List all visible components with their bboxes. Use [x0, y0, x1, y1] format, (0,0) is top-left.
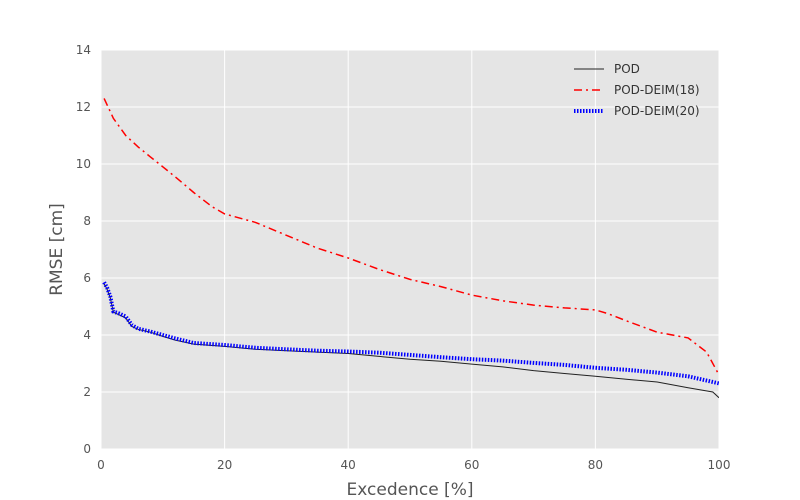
series-line-pod-deim-20 [102, 281, 719, 386]
x-tick-label: 60 [464, 458, 479, 472]
x-tick-label: 80 [588, 458, 603, 472]
y-tick-label: 8 [83, 214, 91, 228]
x-tick-label: 0 [97, 458, 105, 472]
legend-label: POD-DEIM(20) [614, 104, 700, 118]
y-tick-label: 12 [76, 100, 91, 114]
series-line-pod-deim-18 [103, 98, 719, 376]
y-tick-label: 6 [83, 271, 91, 285]
y-tick-label: 14 [76, 43, 91, 57]
x-tick-label: 20 [217, 458, 232, 472]
y-tick-label: 4 [83, 328, 91, 342]
plot-background [101, 50, 719, 449]
series-line-pod [103, 283, 719, 399]
legend: POD POD-DEIM(18) POD-DEIM(20) [574, 62, 700, 118]
y-tick-label: 0 [83, 442, 91, 456]
tick-labels: 0 20 40 60 80 100 0 2 4 6 8 10 12 14 [76, 43, 731, 472]
y-tick-label: 10 [76, 157, 91, 171]
y-axis-label: RMSE [cm] [47, 203, 67, 296]
series-layer [102, 98, 719, 399]
x-axis-label: Excedence [%] [347, 480, 474, 500]
x-tick-label: 40 [341, 458, 356, 472]
grid [100, 49, 720, 450]
legend-label: POD-DEIM(18) [614, 83, 700, 97]
y-tick-label: 2 [83, 385, 91, 399]
legend-label: POD [614, 62, 640, 76]
x-tick-label: 100 [708, 458, 731, 472]
